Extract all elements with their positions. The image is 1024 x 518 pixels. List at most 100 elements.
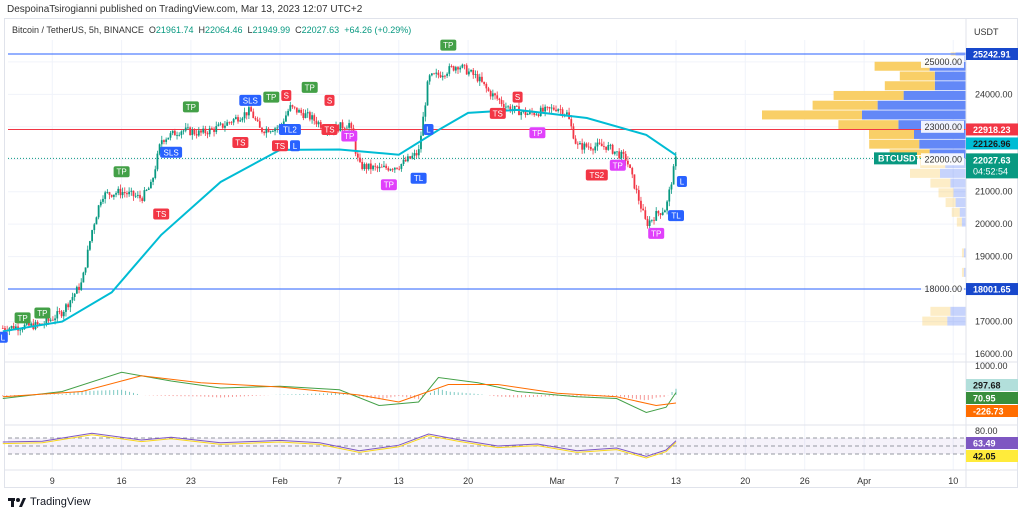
candle-body (115, 193, 117, 195)
candle-body (433, 73, 435, 75)
candle-body (372, 165, 374, 170)
candle-body (509, 106, 512, 111)
signal-marker (232, 137, 249, 149)
time-tick: 13 (394, 476, 404, 486)
candle-body (648, 220, 651, 226)
macd-line-tag-bg (966, 392, 1018, 404)
candle-body (579, 143, 581, 145)
candle-body (566, 112, 568, 115)
candle-body (596, 142, 599, 147)
candle-body (387, 168, 390, 171)
candle-body (557, 109, 560, 112)
candle-body (267, 128, 270, 133)
candle-body (265, 128, 268, 134)
macd-line (2, 371, 677, 414)
candle-body (664, 210, 666, 213)
macd-signal-line (2, 375, 677, 407)
candle-body (210, 128, 213, 130)
candle-body (448, 66, 451, 74)
candle-body (54, 318, 56, 321)
candle-body (234, 117, 237, 120)
resistance-price-tag-bg (966, 48, 1018, 60)
candle-body (193, 130, 196, 135)
candle-body (502, 104, 505, 108)
candle-body (546, 106, 549, 108)
rsi-line (2, 432, 677, 457)
volume-profile-down-bar (838, 120, 899, 130)
candle-body (95, 217, 98, 225)
candle-body (239, 120, 242, 122)
volume-profile-up-bar (955, 198, 966, 208)
candle-body (167, 137, 170, 140)
candle-body (474, 74, 477, 76)
volume-profile-up-bar (963, 248, 966, 258)
candle-body (350, 123, 353, 129)
candle-body (206, 133, 209, 135)
candle-body (380, 166, 383, 168)
candle-body (285, 115, 287, 122)
candle-body (56, 311, 59, 319)
volume-profile-down-bar (874, 61, 930, 71)
volume-profile-up-bar (862, 110, 966, 120)
candle-body (592, 149, 594, 151)
candle-body (463, 64, 466, 66)
volume-profile-down-bar (945, 198, 956, 208)
candle-body (152, 177, 154, 182)
volume-profile-up-bar (934, 71, 966, 81)
price-tick: 25000.00 (924, 57, 962, 67)
time-tick: 16 (117, 476, 127, 486)
candle-body (28, 321, 30, 326)
tradingview-logo[interactable]: TradingView (8, 496, 91, 508)
open-label: O (148, 25, 156, 35)
signal-label: TP (384, 181, 394, 190)
support-price-tag: 18001.65 (973, 285, 1011, 295)
price-tick: 23000.00 (924, 122, 962, 132)
candle-body (204, 128, 207, 134)
volume-profile-down-bar (930, 178, 951, 188)
candle-body (202, 128, 205, 133)
candle-body (169, 133, 172, 138)
candle-body (121, 192, 124, 196)
candle-body (402, 159, 405, 164)
candle-body (165, 139, 168, 142)
candle-body (256, 119, 259, 122)
time-tick: Apr (857, 476, 871, 486)
volume-profile-up-bar (914, 129, 966, 139)
candle-body (69, 300, 72, 308)
candle-body (365, 164, 368, 170)
signal-label: S (515, 93, 520, 102)
candle-body (197, 130, 200, 136)
volume-profile-up-bar (947, 316, 966, 326)
candle-body (189, 127, 192, 136)
candle-body (415, 153, 418, 156)
candle-body (237, 117, 239, 122)
candle-body (611, 144, 614, 154)
candle-body (263, 131, 266, 134)
candle-body (535, 114, 538, 116)
candle-body (123, 192, 126, 194)
candle-body (86, 249, 89, 268)
candle-body (367, 163, 370, 170)
time-tick: 20 (463, 476, 473, 486)
volume-profile-down-bar (762, 110, 862, 120)
candle-body (396, 167, 398, 169)
candle-body (178, 134, 181, 136)
candle-body (491, 93, 494, 97)
candle-body (230, 122, 233, 124)
signal-marker (263, 91, 280, 103)
candle-body (585, 143, 588, 147)
signal-label: TP (37, 309, 47, 318)
signal-label: S (284, 91, 289, 100)
candle-body (618, 151, 621, 159)
candle-body (459, 67, 462, 70)
candle-body (128, 191, 131, 195)
signal-marker (676, 175, 687, 187)
candle-body (304, 113, 307, 119)
candle-body (12, 326, 15, 330)
close-label: C (295, 25, 302, 35)
rsi-ma-line (2, 434, 677, 459)
rsi-ma-tag-bg (966, 450, 1018, 462)
signal-label: TS (156, 210, 166, 219)
price-tick: 22000.00 (924, 154, 962, 164)
